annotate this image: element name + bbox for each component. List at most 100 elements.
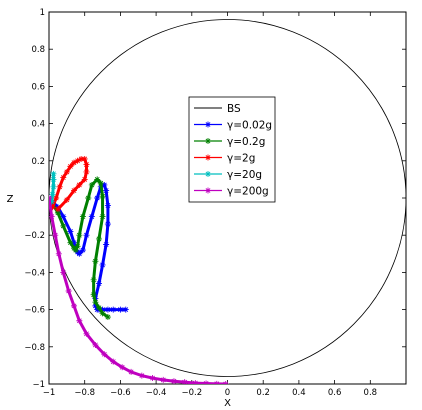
legend-label: γ=0.2g [227,136,265,148]
series-point [49,195,52,201]
series-point [88,213,95,220]
y-tick-label: 0.8 [31,45,45,55]
series-point [103,187,110,194]
series-point [95,304,102,311]
series-point [67,239,74,246]
bs-unit-circle [49,19,406,377]
series-point [85,195,92,201]
series-point [92,341,99,348]
series-point [76,232,83,239]
series-point [103,241,110,248]
axis-ticks: −1 −0.8 −0.6 −0.4 −0.2 0 0.2 0.4 0.6 0.8 1 0.8 0.6 0.… [24,8,406,398]
series-point [70,302,77,309]
series-point [170,378,177,384]
x-tick-label: −0.6 [110,388,131,398]
series-point [99,193,106,200]
series-point [99,306,106,313]
series-point [67,228,74,235]
series-point [99,310,106,317]
y-tick-label: 0 [40,194,45,204]
series-point [67,163,74,170]
series-point [92,302,99,309]
x-tick-label: −0.2 [181,388,202,398]
series-point [205,154,211,161]
series-point [56,183,63,190]
series-point [54,209,61,216]
x-tick-label: −0.8 [74,388,95,398]
series-point [70,159,77,166]
series-point [81,155,88,162]
series-point [83,168,90,175]
series-point [94,176,101,183]
series-point [83,330,90,337]
series-point [149,375,156,382]
series-point [92,258,99,265]
series-point [92,299,99,306]
series-point [50,170,57,177]
series-point [203,380,210,384]
series-point [78,155,85,162]
series-point [110,306,117,313]
x-tick-label: −0.4 [146,388,167,398]
series-γ=0.2g [49,176,111,321]
series-point [52,232,59,239]
series-point [83,161,90,168]
series-point [192,380,199,384]
series-point [83,232,90,239]
legend-label: γ=0.02g [227,120,272,132]
series-point [101,351,108,358]
series-point [104,306,111,313]
y-axis-label: Z [7,194,14,205]
series-point [65,288,72,294]
series-point [205,121,211,128]
legend: BS γ=0.02g γ=0.2g γ=2g γ=20g γ=200g [188,96,276,203]
series-point [99,213,106,220]
series-point [79,247,86,254]
series-point [49,204,56,211]
x-axis-label: X [224,398,231,409]
series-γ=20g [49,170,57,205]
series-point [76,317,83,324]
series-point [128,368,135,375]
series-point [181,379,188,384]
x-tick-label: 0.6 [328,388,342,398]
series-point [70,187,77,194]
series-point [88,181,95,188]
series-point [205,171,211,177]
y-tick-label: 0.2 [31,157,45,167]
series-point [50,176,57,183]
series-point [101,181,108,188]
series-point [97,180,104,187]
series-point [110,358,117,365]
series-point [53,195,60,201]
y-tick-label: 0.6 [31,82,45,92]
series-point [104,221,111,228]
series-point [60,174,67,181]
series-point [54,206,61,213]
series-point [119,364,126,371]
series-point [95,235,102,242]
legend-label: BS [227,103,241,115]
legend-label: γ=200g [227,186,269,198]
series-point [50,183,57,190]
series-point [81,176,88,183]
legend-item: γ=0.02g [194,120,272,132]
legend-item: BS [194,103,241,115]
series-point [138,372,145,379]
series-point [122,306,129,313]
series-point [104,202,111,209]
y-tick-label: 1 [40,8,45,18]
y-tick-label: −0.8 [24,343,45,353]
series-point [90,291,97,298]
series-point [205,187,211,194]
series-point [60,269,67,276]
series-point [74,243,81,250]
y-tick-label: −1 [32,380,45,390]
series-point [117,306,124,313]
series-point [222,381,229,384]
series-point [55,250,62,257]
series-γ=200g [49,195,229,384]
legend-item: γ=200g [194,186,269,198]
y-tick-label: −0.6 [24,306,45,316]
x-tick-label: 0.4 [292,388,306,398]
